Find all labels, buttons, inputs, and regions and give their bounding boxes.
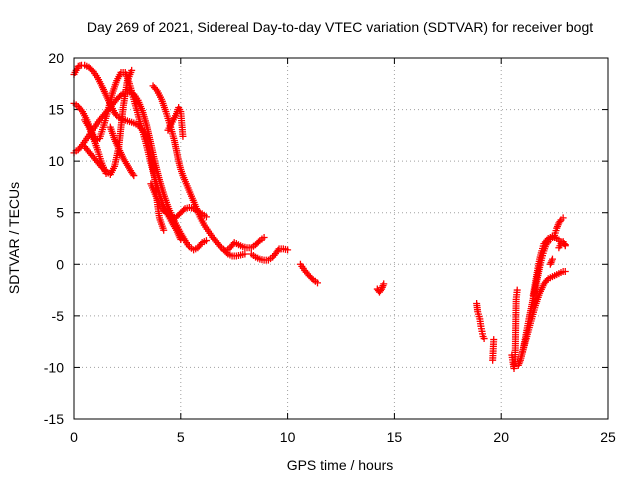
series-arc-20 (546, 255, 556, 268)
data-point-markers (546, 255, 556, 268)
data-point-markers (149, 82, 268, 255)
series-arc-2 (70, 88, 210, 254)
y-tick-label: 20 (48, 50, 64, 66)
series-arc-8 (164, 104, 187, 140)
y-tick-label: 5 (56, 205, 64, 221)
x-tick-label: 25 (600, 429, 616, 445)
x-axis-label: GPS time / hours (287, 457, 394, 473)
series-arc-11 (247, 245, 292, 264)
y-tick-label: 15 (48, 102, 64, 118)
series-arc-13 (373, 280, 388, 296)
axis-ticks (73, 57, 609, 420)
series-arc-7 (149, 82, 268, 255)
x-tick-label: 15 (387, 429, 403, 445)
y-tick-label: -10 (44, 359, 64, 375)
y-tick-label: 10 (48, 153, 64, 169)
data-point-markers (106, 123, 138, 180)
data-point-markers (220, 246, 249, 260)
data-point-markers (473, 299, 488, 343)
data-point-markers (164, 104, 187, 140)
series-arc-9 (147, 180, 210, 222)
x-tick-label: 20 (493, 429, 509, 445)
data-point-markers (81, 116, 110, 178)
series-arc-21 (555, 238, 569, 252)
data-point-markers (373, 280, 388, 296)
series-arc-18 (519, 268, 569, 356)
grid (74, 58, 608, 419)
series-arc-16 (508, 286, 521, 372)
y-tick-label: 0 (56, 256, 64, 272)
x-tick-label: 0 (70, 429, 78, 445)
data-point-markers (489, 336, 498, 364)
series-arc-19 (529, 232, 569, 299)
series-arc-12 (296, 260, 322, 287)
y-tick-label: -15 (44, 411, 64, 427)
data-points (70, 61, 569, 372)
y-axis-label: SDTVAR / TECUs (6, 182, 22, 294)
x-tick-label: 5 (177, 429, 185, 445)
data-point-markers (247, 245, 292, 264)
x-tick-label: 10 (280, 429, 296, 445)
data-point-markers (519, 268, 569, 356)
data-point-markers (147, 180, 210, 222)
series-arc-5 (81, 116, 110, 178)
data-point-markers (70, 88, 210, 254)
series-arc-10 (220, 246, 249, 260)
plot-frame (73, 57, 609, 420)
x-tick-labels: 0 5 10 15 20 25 (70, 429, 616, 445)
series-arc-6 (106, 123, 138, 180)
y-tick-label: -5 (52, 308, 65, 324)
data-point-markers (529, 232, 569, 299)
series-arc-14 (473, 299, 488, 343)
data-point-markers (508, 286, 521, 372)
data-point-markers (555, 238, 569, 252)
series-arc-15 (489, 336, 498, 364)
y-tick-labels: -15 -10 -5 0 5 10 15 20 (44, 50, 64, 427)
data-point-markers (296, 260, 322, 287)
chart-title: Day 269 of 2021, Sidereal Day-to-day VTE… (87, 19, 593, 35)
